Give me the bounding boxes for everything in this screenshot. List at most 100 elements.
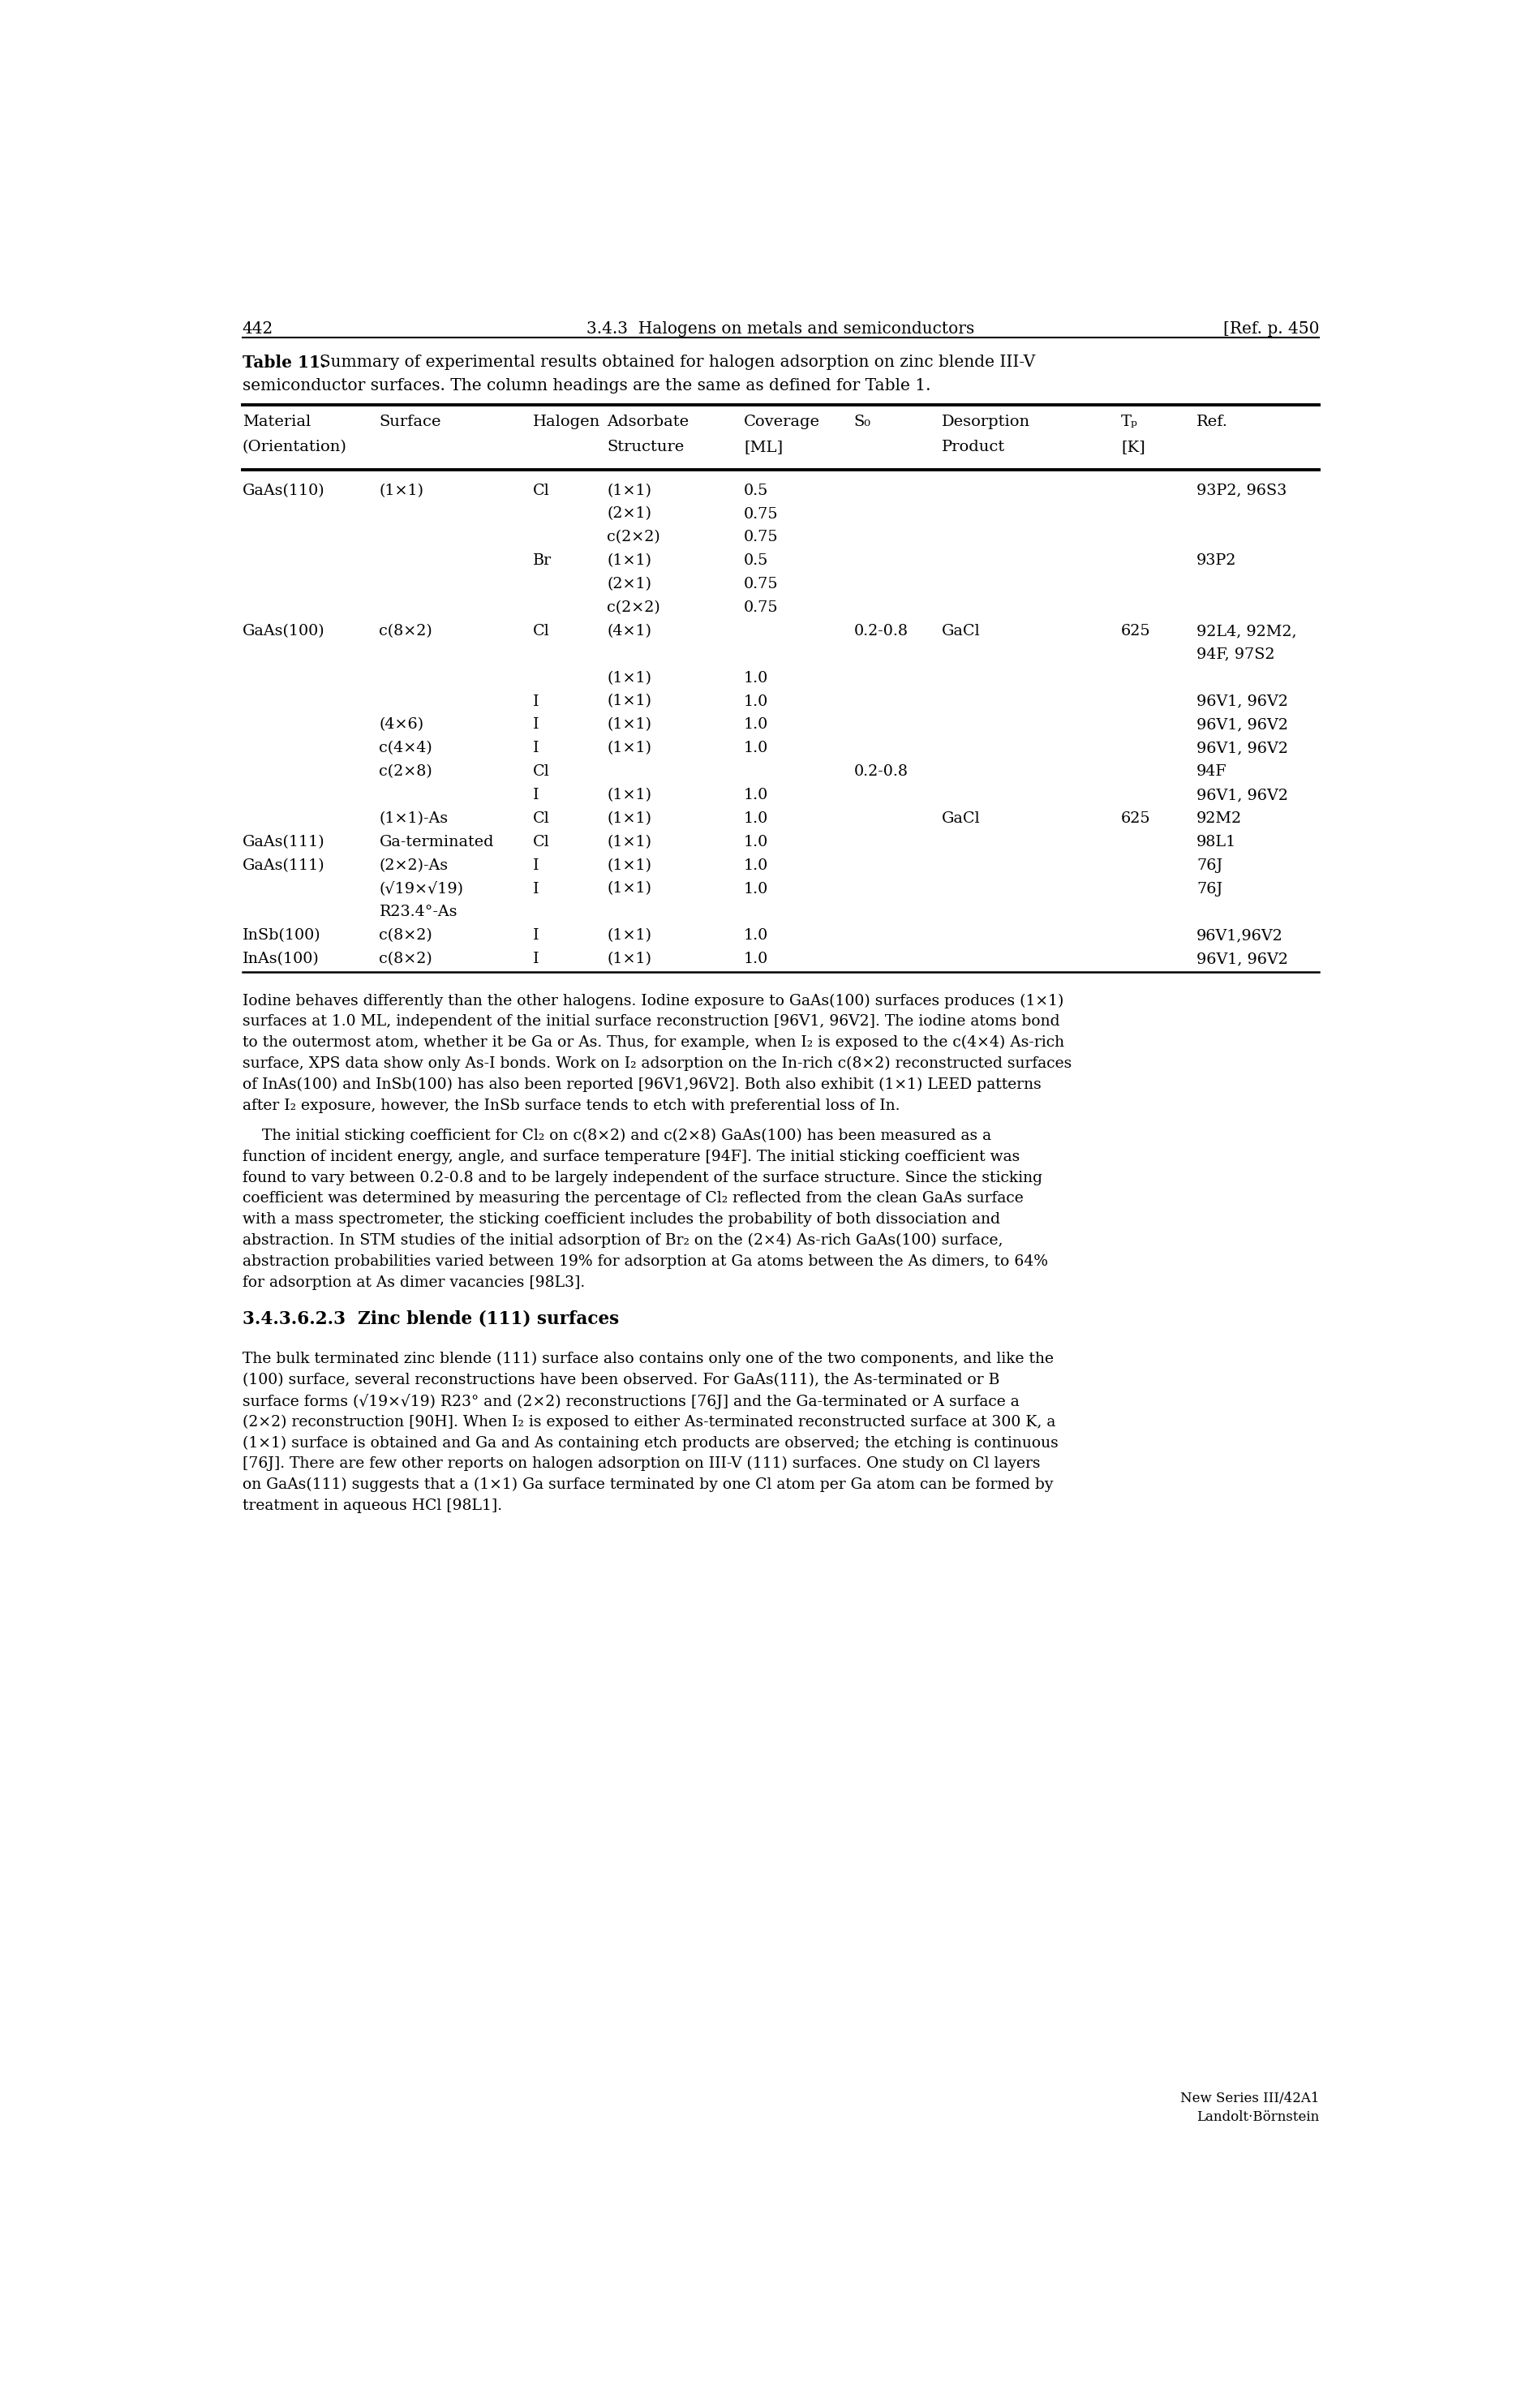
Text: 1.0: 1.0 (744, 811, 769, 826)
Text: 94F, 97S2: 94F, 97S2 (1197, 648, 1275, 662)
Text: 3.4.3.6.2.3  Zinc blende (111) surfaces: 3.4.3.6.2.3 Zinc blende (111) surfaces (242, 1310, 619, 1327)
Text: surface forms (√19×√19) R23° and (2×2) reconstructions [76J] and the Ga-terminat: surface forms (√19×√19) R23° and (2×2) r… (242, 1394, 1019, 1409)
Text: (4×6): (4×6) (380, 718, 424, 732)
Text: Cl: Cl (534, 484, 551, 498)
Text: 1.0: 1.0 (744, 694, 769, 708)
Text: Product: Product (942, 441, 1005, 455)
Text: Cl: Cl (534, 763, 551, 778)
Text: 92M2: 92M2 (1197, 811, 1241, 826)
Text: (1×1): (1×1) (607, 857, 651, 872)
Text: GaAs(110): GaAs(110) (242, 484, 325, 498)
Text: found to vary between 0.2-0.8 and to be largely independent of the surface struc: found to vary between 0.2-0.8 and to be … (242, 1170, 1042, 1185)
Text: (2×1): (2×1) (607, 506, 651, 520)
Text: surface, XPS data show only As-I bonds. Work on I₂ adsorption on the In-rich c(8: surface, XPS data show only As-I bonds. … (242, 1057, 1072, 1072)
Text: 76J: 76J (1197, 881, 1223, 896)
Text: (1×1) surface is obtained and Ga and As containing etch products are observed; t: (1×1) surface is obtained and Ga and As … (242, 1435, 1058, 1450)
Text: Br: Br (534, 554, 552, 568)
Text: I: I (534, 951, 540, 966)
Text: 96V1, 96V2: 96V1, 96V2 (1197, 787, 1289, 802)
Text: GaAs(111): GaAs(111) (242, 857, 325, 872)
Text: c(8×2): c(8×2) (380, 624, 433, 638)
Text: InSb(100): InSb(100) (242, 929, 320, 944)
Text: 0.5: 0.5 (744, 484, 769, 498)
Text: semiconductor surfaces. The column headings are the same as defined for Table 1.: semiconductor surfaces. The column headi… (242, 378, 930, 395)
Text: 0.75: 0.75 (744, 600, 778, 614)
Text: I: I (534, 718, 540, 732)
Text: 96V1, 96V2: 96V1, 96V2 (1197, 694, 1289, 708)
Text: (1×1)-As: (1×1)-As (380, 811, 448, 826)
Text: (1×1): (1×1) (607, 929, 651, 944)
Text: abstraction probabilities varied between 19% for adsorption at Ga atoms between : abstraction probabilities varied between… (242, 1255, 1048, 1269)
Text: The bulk terminated zinc blende (111) surface also contains only one of the two : The bulk terminated zinc blende (111) su… (242, 1351, 1054, 1368)
Text: c(4×4): c(4×4) (380, 742, 433, 756)
Text: (1×1): (1×1) (607, 672, 651, 686)
Text: 0.75: 0.75 (744, 578, 778, 592)
Text: Table 11.: Table 11. (242, 354, 326, 371)
Text: I: I (534, 742, 540, 756)
Text: Cl: Cl (534, 624, 551, 638)
Text: 93P2: 93P2 (1197, 554, 1237, 568)
Text: coefficient was determined by measuring the percentage of Cl₂ reflected from the: coefficient was determined by measuring … (242, 1192, 1023, 1206)
Text: The initial sticking coefficient for Cl₂ on c(8×2) and c(2×8) GaAs(100) has been: The initial sticking coefficient for Cl₂… (242, 1129, 991, 1144)
Text: 0.2-0.8: 0.2-0.8 (854, 624, 909, 638)
Text: c(2×2): c(2×2) (607, 600, 660, 614)
Text: GaAs(111): GaAs(111) (242, 836, 325, 850)
Text: I: I (534, 787, 540, 802)
Text: (1×1): (1×1) (607, 718, 651, 732)
Text: 1.0: 1.0 (744, 836, 769, 850)
Text: Cl: Cl (534, 836, 551, 850)
Text: c(8×2): c(8×2) (380, 951, 433, 966)
Text: Surface: Surface (380, 414, 441, 429)
Text: (2×2) reconstruction [90H]. When I₂ is exposed to either As-terminated reconstru: (2×2) reconstruction [90H]. When I₂ is e… (242, 1413, 1055, 1430)
Text: (2×2)-As: (2×2)-As (380, 857, 448, 872)
Text: 1.0: 1.0 (744, 742, 769, 756)
Text: 3.4.3  Halogens on metals and semiconductors: 3.4.3 Halogens on metals and semiconduct… (587, 320, 974, 337)
Text: 625: 625 (1121, 624, 1151, 638)
Text: 1.0: 1.0 (744, 787, 769, 802)
Text: [ML]: [ML] (744, 441, 782, 455)
Text: 625: 625 (1121, 811, 1151, 826)
Text: 0.75: 0.75 (744, 506, 778, 520)
Text: treatment in aqueous HCl [98L1].: treatment in aqueous HCl [98L1]. (242, 1498, 502, 1512)
Text: (1×1): (1×1) (607, 742, 651, 756)
Text: 98L1: 98L1 (1197, 836, 1237, 850)
Text: (1×1): (1×1) (607, 811, 651, 826)
Text: to the outermost atom, whether it be Ga or As. Thus, for example, when I₂ is exp: to the outermost atom, whether it be Ga … (242, 1035, 1064, 1050)
Text: 1.0: 1.0 (744, 672, 769, 686)
Text: c(8×2): c(8×2) (380, 929, 433, 944)
Text: 93P2, 96S3: 93P2, 96S3 (1197, 484, 1287, 498)
Text: R23.4°-As: R23.4°-As (380, 905, 458, 920)
Text: Summary of experimental results obtained for halogen adsorption on zinc blende I: Summary of experimental results obtained… (308, 354, 1035, 371)
Text: GaCl: GaCl (942, 811, 981, 826)
Text: (1×1): (1×1) (607, 881, 651, 896)
Text: for adsorption at As dimer vacancies [98L3].: for adsorption at As dimer vacancies [98… (242, 1274, 584, 1291)
Text: (1×1): (1×1) (607, 694, 651, 708)
Text: surfaces at 1.0 ML, independent of the initial surface reconstruction [96V1, 96V: surfaces at 1.0 ML, independent of the i… (242, 1014, 1060, 1028)
Text: 96V1, 96V2: 96V1, 96V2 (1197, 718, 1289, 732)
Text: 92L4, 92M2,: 92L4, 92M2, (1197, 624, 1296, 638)
Text: (Orientation): (Orientation) (242, 441, 346, 455)
Text: (√19×√19): (√19×√19) (380, 881, 464, 896)
Text: 0.2-0.8: 0.2-0.8 (854, 763, 909, 778)
Text: Adsorbate: Adsorbate (607, 414, 689, 429)
Text: (1×1): (1×1) (607, 554, 651, 568)
Text: after I₂ exposure, however, the InSb surface tends to etch with preferential los: after I₂ exposure, however, the InSb sur… (242, 1098, 900, 1112)
Text: (100) surface, several reconstructions have been observed. For GaAs(111), the As: (100) surface, several reconstructions h… (242, 1373, 999, 1387)
Text: I: I (534, 694, 540, 708)
Text: 96V1, 96V2: 96V1, 96V2 (1197, 951, 1289, 966)
Text: c(2×2): c(2×2) (607, 530, 660, 544)
Text: (2×1): (2×1) (607, 578, 651, 592)
Text: (1×1): (1×1) (607, 951, 651, 966)
Text: 1.0: 1.0 (744, 929, 769, 944)
Text: Structure: Structure (607, 441, 685, 455)
Text: 442: 442 (242, 320, 273, 337)
Text: 1.0: 1.0 (744, 881, 769, 896)
Text: (1×1): (1×1) (607, 484, 651, 498)
Text: Cl: Cl (534, 811, 551, 826)
Text: (1×1): (1×1) (607, 787, 651, 802)
Text: c(2×8): c(2×8) (380, 763, 433, 778)
Text: [Ref. p. 450: [Ref. p. 450 (1223, 320, 1319, 337)
Text: 0.5: 0.5 (744, 554, 769, 568)
Text: I: I (534, 857, 540, 872)
Text: of InAs(100) and InSb(100) has also been reported [96V1,96V2]. Both also exhibit: of InAs(100) and InSb(100) has also been… (242, 1076, 1042, 1093)
